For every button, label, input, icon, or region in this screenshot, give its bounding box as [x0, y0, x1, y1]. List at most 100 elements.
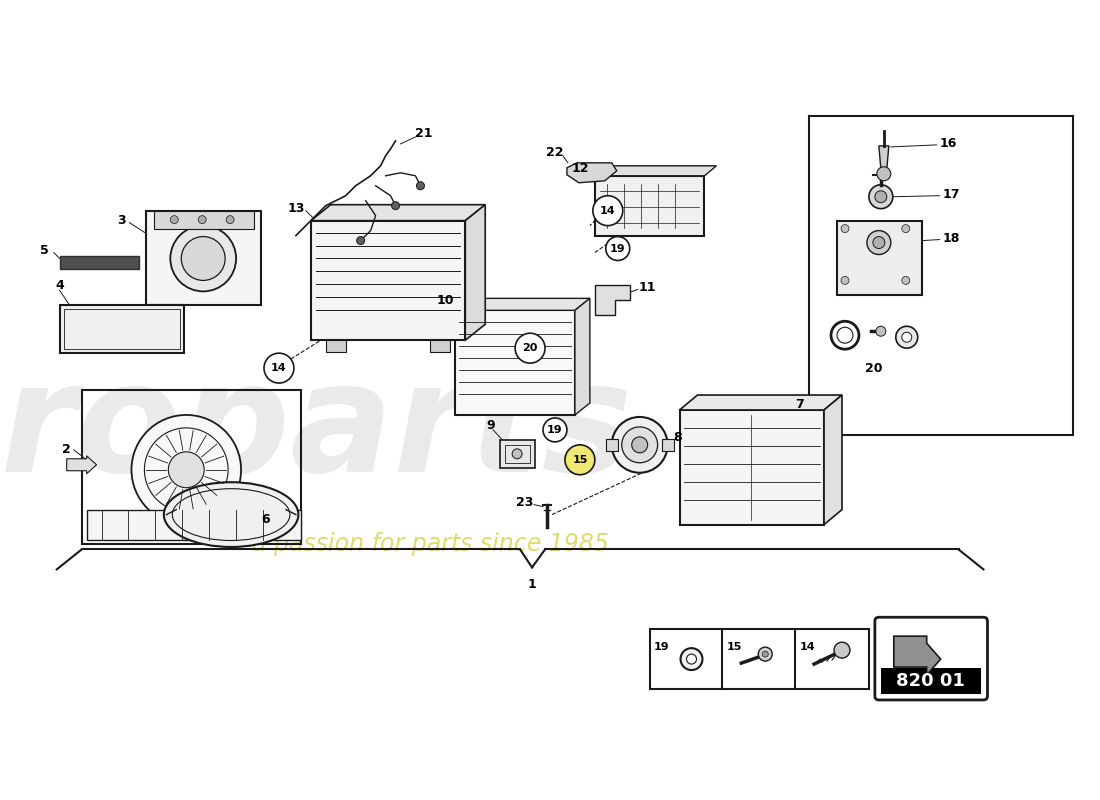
Text: 13: 13: [287, 202, 305, 215]
Circle shape: [686, 654, 696, 664]
Circle shape: [867, 230, 891, 254]
Circle shape: [837, 327, 852, 343]
Circle shape: [902, 225, 910, 233]
Circle shape: [902, 332, 912, 342]
Bar: [837, 221, 922, 295]
Circle shape: [198, 216, 206, 224]
Bar: [154, 210, 254, 229]
Text: 17: 17: [943, 188, 960, 202]
Circle shape: [168, 452, 205, 488]
Circle shape: [593, 196, 623, 226]
Text: 19: 19: [653, 642, 670, 652]
Text: a passion for parts since 1985: a passion for parts since 1985: [252, 533, 609, 557]
Text: 15: 15: [572, 454, 587, 465]
Polygon shape: [311, 205, 485, 221]
Bar: [455, 310, 575, 415]
Circle shape: [513, 449, 522, 458]
Polygon shape: [455, 298, 590, 310]
Bar: [64, 310, 180, 349]
Bar: [87, 510, 301, 539]
Circle shape: [606, 237, 629, 261]
Circle shape: [873, 237, 884, 249]
Text: 2: 2: [63, 443, 72, 456]
Text: 820 01: 820 01: [896, 672, 965, 690]
Bar: [430, 340, 450, 352]
Text: 19: 19: [547, 425, 563, 435]
FancyArrow shape: [67, 456, 97, 474]
Bar: [59, 255, 140, 270]
Circle shape: [621, 427, 658, 462]
Text: 7: 7: [795, 398, 803, 411]
Bar: [881, 668, 981, 694]
Text: 14: 14: [600, 206, 616, 216]
Text: 5: 5: [41, 244, 50, 257]
Bar: [59, 306, 185, 353]
Circle shape: [132, 415, 241, 525]
Text: 9: 9: [486, 419, 495, 433]
Text: 11: 11: [639, 281, 657, 294]
Text: 21: 21: [415, 127, 432, 141]
Bar: [81, 390, 301, 545]
Circle shape: [392, 202, 399, 210]
Bar: [500, 440, 535, 468]
Circle shape: [565, 445, 595, 474]
Circle shape: [543, 418, 566, 442]
Text: 20: 20: [522, 343, 538, 353]
Polygon shape: [824, 395, 842, 525]
Circle shape: [515, 334, 544, 363]
Circle shape: [264, 353, 294, 383]
Bar: [311, 221, 465, 340]
Circle shape: [182, 237, 225, 281]
Text: 18: 18: [943, 232, 960, 245]
Polygon shape: [595, 166, 716, 176]
Polygon shape: [465, 205, 485, 340]
Text: 20: 20: [865, 362, 882, 374]
Bar: [650, 630, 869, 689]
Circle shape: [612, 417, 668, 473]
Circle shape: [842, 225, 849, 233]
Circle shape: [631, 437, 648, 453]
Circle shape: [869, 185, 893, 209]
Circle shape: [417, 182, 425, 190]
Circle shape: [902, 277, 910, 285]
Ellipse shape: [164, 482, 298, 547]
Bar: [595, 176, 704, 235]
Text: 23: 23: [516, 496, 534, 509]
Text: 6: 6: [262, 513, 271, 526]
Circle shape: [762, 651, 768, 657]
Polygon shape: [566, 163, 617, 182]
Text: 15: 15: [727, 642, 742, 652]
Bar: [680, 410, 824, 525]
Bar: [606, 439, 618, 451]
Text: 3: 3: [118, 214, 125, 227]
Circle shape: [877, 167, 891, 181]
Circle shape: [170, 216, 178, 224]
Circle shape: [356, 237, 364, 245]
Text: 14: 14: [271, 363, 287, 373]
Polygon shape: [575, 298, 590, 415]
Text: 19: 19: [610, 243, 626, 254]
Circle shape: [874, 190, 887, 202]
Text: 16: 16: [939, 138, 957, 150]
Text: 4: 4: [55, 279, 64, 292]
Polygon shape: [680, 395, 842, 410]
Circle shape: [842, 277, 849, 285]
Text: europarts: europarts: [0, 355, 634, 504]
Circle shape: [834, 642, 850, 658]
Text: 22: 22: [547, 146, 563, 159]
Circle shape: [227, 216, 234, 224]
Polygon shape: [595, 286, 629, 315]
Bar: [505, 445, 530, 462]
Circle shape: [681, 648, 703, 670]
Text: 14: 14: [800, 642, 815, 652]
Bar: [661, 439, 673, 451]
Circle shape: [876, 326, 886, 336]
Text: 12: 12: [571, 162, 588, 175]
Bar: [326, 340, 345, 352]
Text: 8: 8: [673, 431, 682, 444]
Polygon shape: [879, 146, 889, 169]
Bar: [146, 210, 261, 306]
Circle shape: [758, 647, 772, 661]
Circle shape: [895, 326, 917, 348]
FancyBboxPatch shape: [874, 618, 988, 700]
